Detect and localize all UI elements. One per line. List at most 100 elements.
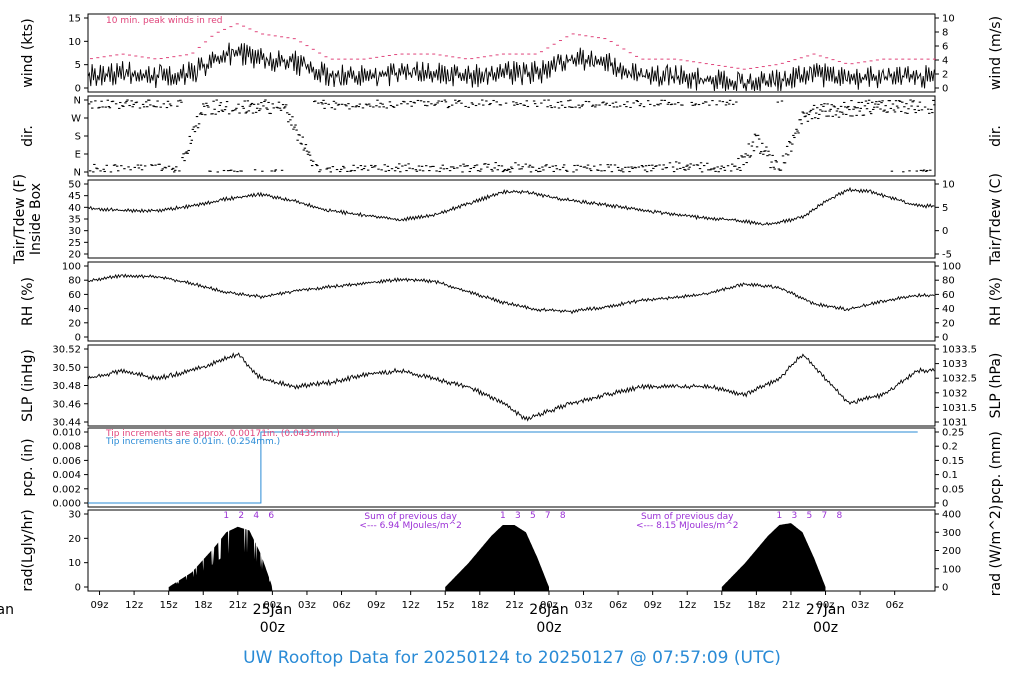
y-tick-label: W xyxy=(71,114,81,125)
y-tick-label: 0.010 xyxy=(52,428,81,439)
panel-frame xyxy=(87,344,936,427)
x-tick-label: 21z xyxy=(505,600,523,611)
y-tick-label: 0.1 xyxy=(942,470,958,481)
x-tick-label: 06z xyxy=(886,600,904,611)
y-axis-label-left: Tair/Tdew (F) xyxy=(12,174,28,265)
y-axis-label-left: wind (kts) xyxy=(20,18,36,87)
panel-wind: wind (kts) wind (m/s) 0 5 10 15 0 2 4 6 8 10 10 min.… xyxy=(20,13,1004,95)
y-tick-label: 30.44 xyxy=(52,418,81,429)
sun-hour-label: 7 xyxy=(822,511,828,521)
y-tick-label: 2 xyxy=(942,70,948,81)
date-hour-label: 00z xyxy=(260,620,285,636)
y-tick-label: 1032.5 xyxy=(942,374,977,385)
direction-marks xyxy=(87,99,936,173)
sun-hour-label: 2 xyxy=(238,511,244,521)
y-tick-label: 0.002 xyxy=(52,484,81,495)
y-tick-label: 100 xyxy=(62,262,81,273)
x-tick-label: 12z xyxy=(678,600,696,611)
y-axis-label-left: pcp. (in) xyxy=(20,438,36,496)
x-tick-label: 21z xyxy=(229,600,247,611)
peak-wind-marks xyxy=(89,23,936,70)
panel-temperature: Tair/Tdew (F) Inside Box Tair/Tdew (C) 2025… xyxy=(12,173,1004,266)
y-axis-label-right: SLP (hPa) xyxy=(988,353,1004,419)
x-tick-label: 21z xyxy=(782,600,800,611)
sun-hour-label: 5 xyxy=(807,511,813,521)
x-tick-label: 06z xyxy=(609,600,627,611)
y-tick-label: 1033 xyxy=(942,359,967,370)
partial-date-label: an xyxy=(0,602,14,618)
date-hour-label: 00z xyxy=(536,620,561,636)
y-tick-label: 35 xyxy=(68,215,81,226)
y-axis-label-left: RH (%) xyxy=(20,277,36,326)
x-tick-label: 06z xyxy=(333,600,351,611)
y-axis-label-left: rad(Lgly/hr) xyxy=(20,509,36,591)
sun-hour-label: 1 xyxy=(777,511,783,521)
y-tick-label: 10 xyxy=(942,180,955,191)
x-tick-label: 00z xyxy=(540,600,558,611)
y-tick-label: 10 xyxy=(68,558,81,569)
sun-hour-label: 8 xyxy=(836,511,842,521)
y-tick-label: 1031 xyxy=(942,418,967,429)
x-tick-label: 00z xyxy=(263,600,281,611)
y-tick-label: 40 xyxy=(68,203,81,214)
y-tick-label: 5 xyxy=(75,60,81,71)
x-tick-label: 00z xyxy=(817,600,835,611)
panel-frame xyxy=(87,13,936,93)
y-axis-label-right: Tair/Tdew (C) xyxy=(988,173,1004,266)
x-tick-label: 09z xyxy=(367,600,385,611)
y-tick-label: 30.48 xyxy=(52,381,81,392)
sum-value: <--- 6.94 MJoules/m^2 xyxy=(359,521,461,531)
y-axis-label-left: Inside Box xyxy=(28,183,44,255)
x-tick-label: 15z xyxy=(713,600,731,611)
x-tick-label: 18z xyxy=(194,600,212,611)
date-label: 27Jan xyxy=(806,602,845,618)
radiation-area xyxy=(721,523,826,591)
y-tick-label: 0.25 xyxy=(942,428,964,439)
time-axis: 09z 12z 15z 18z 21z 00z 03z 06z 09z 12z 15z 18z 21z 0… xyxy=(0,591,904,636)
x-tick-label: 03z xyxy=(851,600,869,611)
sun-hour-label: 1 xyxy=(500,511,506,521)
sum-label: Sum of previous day xyxy=(364,512,457,522)
sum-value: <--- 8.15 MJoules/m^2 xyxy=(636,521,738,531)
peak-wind-note: 10 min. peak winds in red xyxy=(106,16,223,26)
sun-hour-label: 3 xyxy=(515,511,521,521)
y-axis-label-right: RH (%) xyxy=(988,277,1004,326)
panel-frame xyxy=(87,95,936,177)
y-tick-label: 0 xyxy=(942,84,948,95)
y-tick-label: 0 xyxy=(942,583,948,594)
y-tick-label: 15 xyxy=(68,14,81,25)
precip-accum-line xyxy=(88,431,918,504)
sun-hour-label: 4 xyxy=(253,511,259,521)
x-tick-label: 18z xyxy=(471,600,489,611)
y-tick-label: 20 xyxy=(68,318,81,329)
y-tick-label: 10 xyxy=(942,14,955,25)
x-tick-label: 12z xyxy=(125,600,143,611)
y-tick-label: 0 xyxy=(75,583,81,594)
y-tick-label: 200 xyxy=(942,546,961,557)
y-tick-label: 60 xyxy=(68,290,81,301)
panel-slp: SLP (inHg) SLP (hPa) 30.44 30.46 30.48 30.50 3… xyxy=(20,344,1004,429)
x-tick-label: 09z xyxy=(91,600,109,611)
y-tick-label: 60 xyxy=(942,290,955,301)
y-tick-label: 1032 xyxy=(942,388,967,399)
y-axis-label-right: pcp. (mm) xyxy=(988,431,1004,504)
y-tick-label: 0.15 xyxy=(942,456,964,467)
x-tick-label: 15z xyxy=(160,600,178,611)
sun-hour-label: 6 xyxy=(268,511,274,521)
x-tick-label: 18z xyxy=(747,600,765,611)
y-tick-label: 1031.5 xyxy=(942,403,977,414)
y-tick-label: 8 xyxy=(942,28,948,39)
y-tick-label: 80 xyxy=(942,276,955,287)
y-tick-label: 30.50 xyxy=(52,363,81,374)
sun-hour-label: 3 xyxy=(792,511,798,521)
y-tick-label: 40 xyxy=(68,304,81,315)
sun-hour-label: 7 xyxy=(545,511,551,521)
x-tick-label: 03z xyxy=(298,600,316,611)
y-tick-label: 0 xyxy=(75,333,81,344)
panel-rh: RH (%) RH (%) 0 20 40 60 80 100 0 20 40 60 80 100 xyxy=(20,261,1004,344)
temperature-line xyxy=(87,186,935,226)
y-tick-label: 80 xyxy=(68,276,81,287)
rh-line xyxy=(87,273,935,315)
y-tick-label: 100 xyxy=(942,262,961,273)
